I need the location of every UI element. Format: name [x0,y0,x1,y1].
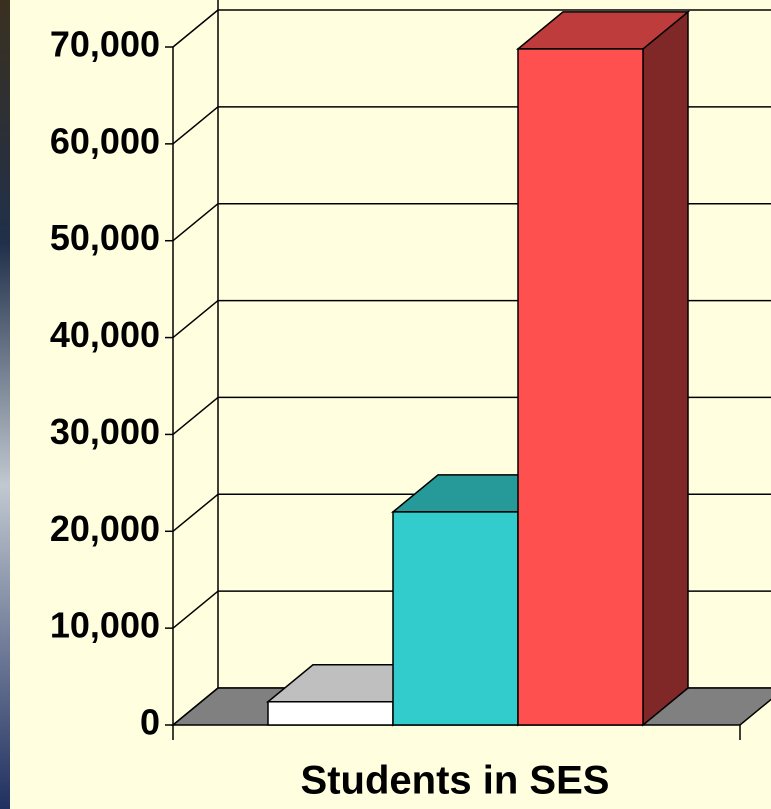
grid-diagonal [172,299,219,339]
bar [517,48,644,726]
y-tick-label: 0 [140,702,160,743]
bar [392,511,519,726]
grid-diagonal [172,590,219,629]
y-tick-label: 10,000 [50,605,160,646]
side-strip [0,0,10,809]
grid-diagonal [172,396,219,436]
y-tick-label: 70,000 [50,24,160,65]
chart-title: Students in SES [301,759,610,803]
y-tick-label: 60,000 [50,120,160,161]
plot-area: 0 10,000 20,000 30,000 40,000 50,000 60,000 70,… [50,0,771,743]
y-tick-label: 30,000 [50,411,160,452]
bar-side [642,10,689,727]
grid-diagonal [172,106,219,145]
y-tick-label: 40,000 [50,314,160,355]
grid-diagonal [172,203,219,242]
y-tick-label: 20,000 [50,508,160,549]
grid-diagonal [172,493,219,532]
y-tick-label: 50,000 [50,217,160,258]
bar [267,701,394,726]
grid-diagonal [172,9,219,48]
